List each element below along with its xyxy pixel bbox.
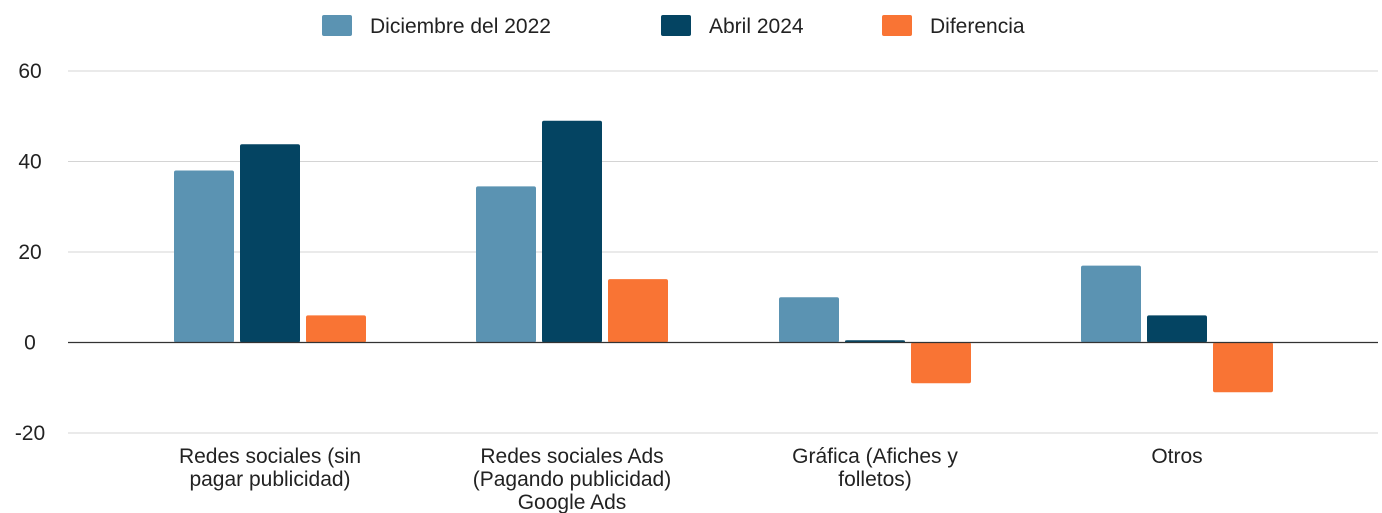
legend-swatch — [882, 15, 912, 36]
x-category-label: Redes sociales (sin pagar publicidad) — [179, 445, 361, 491]
y-axis-ticks: 60 40 20 0 -20 — [15, 60, 45, 445]
x-category-label-line: Google Ads — [518, 491, 627, 513]
bar — [608, 279, 668, 343]
legend-label: Diciembre del 2022 — [370, 15, 551, 38]
x-category-label-line: (Pagando publicidad) — [473, 468, 671, 491]
bar — [476, 186, 536, 343]
bar — [306, 315, 366, 343]
bar — [1147, 315, 1207, 343]
bar — [911, 342, 971, 384]
x-category-label-line: Otros — [1151, 445, 1202, 468]
legend: Diciembre del 2022 Abril 2024 Diferencia — [322, 15, 1025, 38]
x-category-label: Otros — [1151, 445, 1202, 468]
legend-swatch — [661, 15, 691, 36]
legend-label: Diferencia — [930, 15, 1025, 38]
y-tick-label: 0 — [24, 332, 36, 355]
x-category-label-line: folletos) — [838, 468, 912, 491]
legend-label: Abril 2024 — [709, 15, 804, 38]
bar — [779, 297, 839, 343]
y-tick-label: 40 — [18, 151, 41, 174]
x-category-label-line: pagar publicidad) — [189, 468, 350, 491]
x-category-label: Redes sociales Ads (Pagando publicidad) Go… — [473, 445, 671, 513]
y-tick-label: 20 — [18, 241, 41, 264]
x-category-label: Gráfica (Afiches y folletos) — [792, 445, 958, 491]
x-category-label-line: Redes sociales Ads — [480, 445, 663, 468]
x-axis-labels: Redes sociales (sin pagar publicidad)Rede… — [179, 445, 1203, 513]
legend-swatch — [322, 15, 352, 36]
bar — [174, 170, 234, 343]
bar — [542, 120, 602, 343]
bars — [174, 120, 1273, 393]
x-category-label-line: Gráfica (Afiches y — [792, 445, 958, 468]
y-tick-label: -20 — [15, 422, 45, 445]
y-tick-label: 60 — [18, 60, 41, 83]
x-category-label-line: Redes sociales (sin — [179, 445, 361, 468]
bar — [1081, 265, 1141, 343]
bar — [240, 144, 300, 343]
bar — [1213, 342, 1273, 393]
